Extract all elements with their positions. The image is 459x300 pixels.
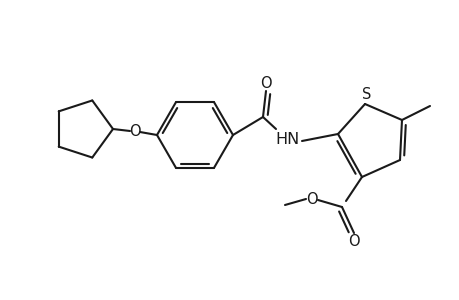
- Text: HN: HN: [275, 131, 299, 146]
- Text: O: O: [260, 76, 271, 91]
- Text: O: O: [347, 235, 359, 250]
- Text: O: O: [129, 124, 140, 139]
- Text: S: S: [362, 86, 371, 101]
- Text: O: O: [306, 191, 317, 206]
